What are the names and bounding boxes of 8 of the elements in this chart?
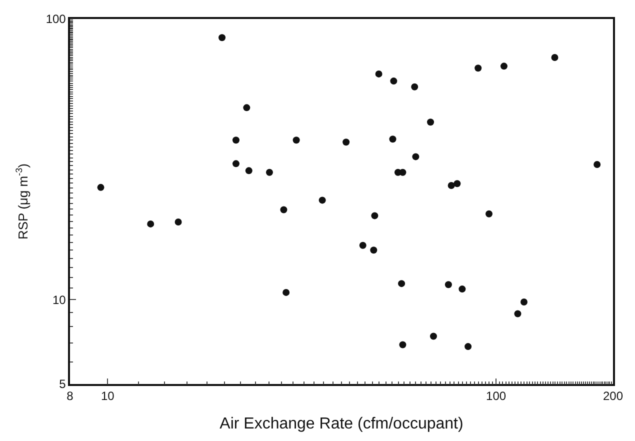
x-tick-label: 8 <box>66 389 74 404</box>
y-tick-label: 10 <box>52 292 66 307</box>
x-tick-label: 10 <box>100 389 115 404</box>
y-tick-label: 100 <box>46 12 66 26</box>
y-tick-label: 5 <box>59 377 66 392</box>
x-tick-label: 100 <box>486 389 506 404</box>
x-axis-title: Air Exchange Rate (cfm/occupant) <box>220 415 464 432</box>
x-tick-label: 200 <box>602 389 624 404</box>
